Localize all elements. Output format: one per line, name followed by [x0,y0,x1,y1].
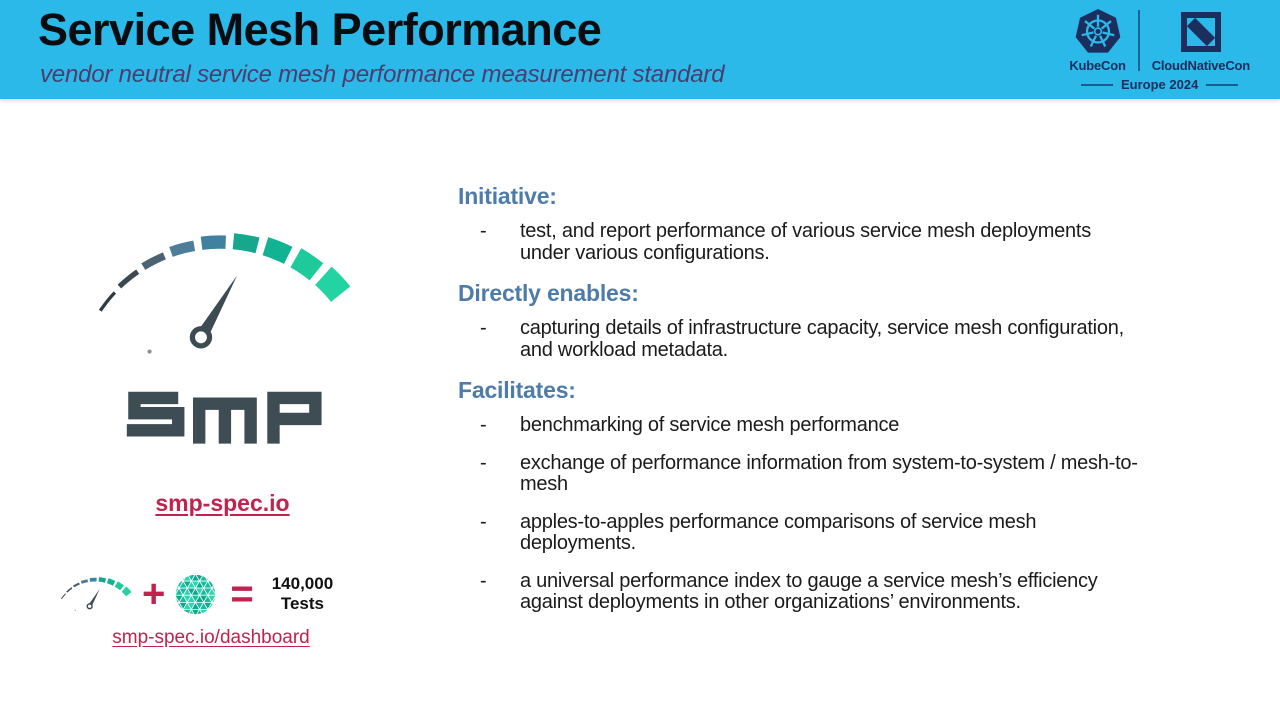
smp-spec-link[interactable]: smp-spec.io [155,490,290,516]
bullet-dash: - [480,451,487,474]
bullet-text: capturing details of infrastructure capa… [520,317,1124,361]
header: Service Mesh Performance vendor neutral … [0,0,1280,99]
section-heading: Directly enables: [458,280,639,306]
bullet-item: - a universal performance index to gauge… [458,569,1158,614]
smp-letters [126,391,322,444]
bullet-dash: - [480,317,487,339]
bullet-text: apples-to-apples performance comparisons… [520,510,1037,554]
section-heading: Initiative: [458,183,557,209]
cloudnativecon-icon [1180,12,1221,52]
gauge-icon [61,577,132,611]
event-line-left [1080,83,1113,86]
section-heading: Facilitates: [458,377,576,403]
bullet-text: exchange of performance information from… [520,451,1138,495]
logo-divider [1137,10,1140,71]
kubecon-logo: KubeCon [1069,8,1126,73]
bullet-text: a universal performance index to gauge a… [520,569,1098,613]
kubecon-label: KubeCon [1069,58,1126,73]
event-logo-group: KubeCon CloudNativeCon Europe 2024 [1069,8,1250,92]
dashboard-link[interactable]: smp-spec.io/dashboard [112,627,310,648]
bullet-dash: - [480,414,487,436]
content-column: Initiative: - test, and report performan… [458,183,1158,630]
bullet-item: - apples-to-apples performance compariso… [458,510,1158,555]
kubecon-helm-icon [1075,9,1120,53]
smp-gauge-logo [98,233,351,354]
bullet-dash: - [480,569,487,592]
event-line-right [1206,83,1239,86]
section-facilitates: Facilitates: - benchmarking of service m… [458,377,1158,614]
bullet-dash: - [480,220,487,242]
event-label-row: Europe 2024 [1080,77,1239,92]
bullet-text: benchmarking of service mesh performance [520,414,900,436]
section-directly-enables: Directly enables: - capturing details of… [458,280,1158,361]
bullet-item: - exchange of performance information fr… [458,451,1158,496]
test-count: 140,000 Tests [272,574,333,613]
page-title: Service Mesh Performance [38,4,602,55]
page-subtitle: vendor neutral service mesh performance … [40,61,725,88]
bullet-item: - capturing details of infrastructure ca… [458,317,1158,361]
section-initiative: Initiative: - test, and report performan… [458,183,1158,264]
equals-sign: = [230,572,254,616]
test-count-unit: Tests [280,594,325,613]
bullet-dash: - [480,510,487,533]
tests-equation: + = 140,000 Tests [56,570,333,618]
bullet-item: - test, and report performance of variou… [458,220,1158,264]
event-label: Europe 2024 [1120,77,1199,92]
test-count-number: 140,000 [271,574,334,594]
cloudnativecon-logo: CloudNativeCon [1152,8,1250,73]
plus-sign: + [142,572,166,616]
bullet-item: - benchmarking of service mesh performan… [458,414,1158,437]
bullet-text: test, and report performance of various … [520,220,1091,264]
cloudnativecon-label: CloudNativeCon [1151,58,1251,73]
meshery-icon [176,574,216,614]
smp-wordmark: SMP [0,390,445,444]
